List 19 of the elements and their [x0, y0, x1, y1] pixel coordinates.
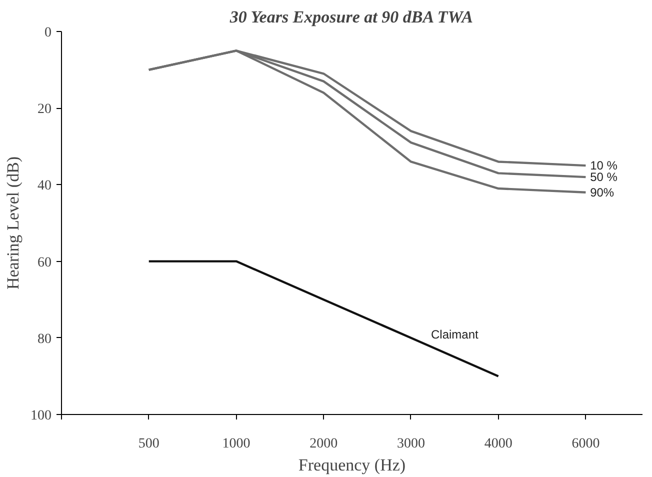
- x-tick-label: 6000: [572, 436, 600, 452]
- x-tick-label: 1000: [222, 436, 250, 452]
- x-tick-label: 3000: [396, 436, 425, 452]
- y-tick-label: 80: [38, 332, 52, 347]
- series-label: Claimant: [430, 328, 479, 342]
- x-axis-title: Frequency (Hz): [298, 456, 406, 474]
- series-label: 10 %: [590, 158, 618, 173]
- series-label: 90%: [590, 185, 614, 200]
- y-tick-label: 40: [38, 178, 52, 194]
- y-tick-label: 0: [44, 26, 52, 40]
- y-tick-label: 100: [30, 408, 52, 424]
- chart-title: 30 Years Exposure at 90 dBA TWA: [228, 8, 473, 26]
- y-tick-label: 60: [38, 255, 52, 270]
- x-tick-label: 500: [138, 436, 160, 452]
- x-tick-label: 2000: [310, 436, 338, 452]
- y-axis-title: Hearing Level (dB): [4, 156, 22, 290]
- x-tick-label: 4000: [484, 436, 512, 452]
- y-tick-label: 20: [38, 102, 52, 118]
- series-label: 50 %: [590, 170, 618, 184]
